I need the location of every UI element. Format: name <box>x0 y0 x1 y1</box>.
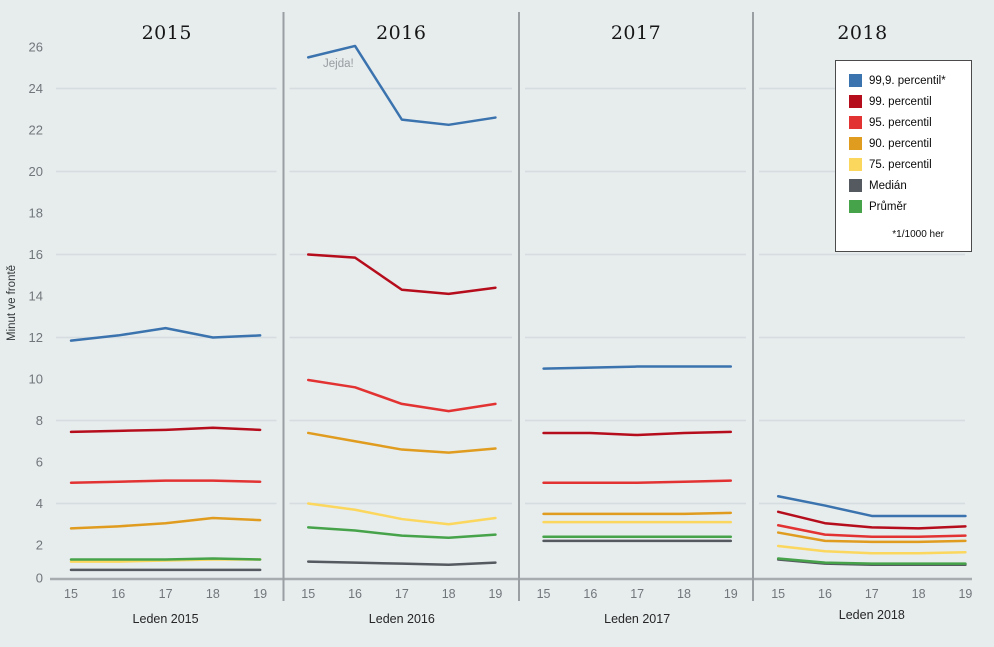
x-tick-label: 19 <box>253 587 267 601</box>
x-tick-label: 18 <box>206 587 220 601</box>
series-line-p999 <box>69 326 262 342</box>
series-line-p95 <box>69 479 262 484</box>
x-tick-label: 19 <box>958 587 972 601</box>
x-tick-label: 16 <box>583 587 597 601</box>
legend-item-p999: 99,9. percentil* <box>836 70 971 91</box>
y-tick-label: 20 <box>29 164 43 179</box>
legend-item-p90: 90. percentil <box>836 133 971 154</box>
panel-title-2017: 2017 <box>610 22 662 44</box>
x-tick-label: 17 <box>159 587 173 601</box>
series-line-p999 <box>542 365 733 370</box>
annotation-jejda: Jejda! <box>323 58 354 70</box>
x-tick-label: 16 <box>348 587 362 601</box>
legend-item-p75: 75. percentil <box>836 154 971 175</box>
series-line-mean <box>306 526 497 539</box>
x-tick-label: 16 <box>818 587 832 601</box>
legend-label: 99. percentil <box>869 95 932 108</box>
y-tick-label: 8 <box>36 413 43 428</box>
series-line-p95 <box>542 479 733 484</box>
series-line-p90 <box>69 516 262 530</box>
y-tick-label: 24 <box>29 81 43 96</box>
legend-label: Medián <box>869 179 907 192</box>
panel-title-2015: 2015 <box>141 22 192 44</box>
series-line-p90 <box>306 431 497 454</box>
series-line-p90 <box>776 531 967 544</box>
series-line-mean <box>776 557 967 565</box>
y-tick-label: 16 <box>29 247 43 262</box>
x-tick-label: 17 <box>865 587 879 601</box>
series-line-p99 <box>542 430 733 437</box>
legend: 99,9. percentil* 99. percentil 95. percent… <box>835 60 972 252</box>
x-axis-caption-2015: Leden 2015 <box>132 612 199 626</box>
series-line-p99 <box>69 426 262 434</box>
x-tick-label: 15 <box>537 587 551 601</box>
x-tick-label: 16 <box>111 587 125 601</box>
x-tick-label: 19 <box>488 587 502 601</box>
y-tick-label: 6 <box>36 455 43 470</box>
x-tick-label: 18 <box>442 587 456 601</box>
series-line-p75 <box>776 544 967 555</box>
x-axis-caption-2017: Leden 2017 <box>604 612 671 626</box>
legend-swatch-p95 <box>849 116 862 129</box>
legend-label: Průměr <box>869 200 907 213</box>
legend-footnote: *1/1000 her <box>892 229 944 240</box>
x-tick-label: 18 <box>677 587 691 601</box>
x-axis-caption-2018: Leden 2018 <box>838 608 905 622</box>
x-tick-label: 15 <box>64 587 78 601</box>
legend-item-mean: Průměr <box>836 196 971 217</box>
series-line-p99 <box>776 510 967 530</box>
y-tick-label: 0 <box>36 571 43 586</box>
y-axis-title: Minut ve frontě <box>6 264 18 341</box>
series-line-p95 <box>776 524 967 538</box>
y-tick-label: 22 <box>29 123 43 138</box>
legend-label: 75. percentil <box>869 158 932 171</box>
panel-title-2016: 2016 <box>376 22 427 44</box>
legend-item-p99: 99. percentil <box>836 91 971 112</box>
legend-item-median: Medián <box>836 175 971 196</box>
series-line-p95 <box>306 378 497 413</box>
legend-swatch-p99 <box>849 95 862 108</box>
x-tick-label: 17 <box>630 587 644 601</box>
legend-items: 99,9. percentil* 99. percentil 95. percent… <box>836 70 971 217</box>
series-line-p999 <box>776 494 967 518</box>
legend-swatch-p90 <box>849 137 862 150</box>
x-tick-label: 19 <box>724 587 738 601</box>
series-line-p999 <box>306 44 497 127</box>
series-line-p90 <box>542 511 733 516</box>
series-line-median <box>306 560 497 566</box>
legend-swatch-mean <box>849 200 862 213</box>
y-tick-label: 12 <box>29 330 43 345</box>
y-tick-label: 18 <box>29 206 43 221</box>
legend-label: 99,9. percentil* <box>869 74 946 87</box>
y-tick-label: 4 <box>36 496 43 511</box>
x-axis-caption-2016: Leden 2016 <box>368 612 435 626</box>
panel-title-2018: 2018 <box>837 22 888 44</box>
series-line-p99 <box>306 253 497 296</box>
x-tick-label: 17 <box>395 587 409 601</box>
y-tick-label: 10 <box>29 372 43 387</box>
legend-label: 95. percentil <box>869 116 932 129</box>
x-tick-label: 15 <box>771 587 785 601</box>
legend-swatch-median <box>849 179 862 192</box>
x-tick-label: 15 <box>301 587 315 601</box>
y-tick-label: 26 <box>29 40 43 55</box>
series-line-p75 <box>306 502 497 526</box>
series-line-mean <box>69 557 262 561</box>
x-tick-label: 18 <box>912 587 926 601</box>
legend-swatch-p75 <box>849 158 862 171</box>
y-tick-label: 2 <box>36 538 43 553</box>
legend-label: 90. percentil <box>869 137 932 150</box>
legend-swatch-p999 <box>849 74 862 87</box>
y-tick-label: 14 <box>29 289 43 304</box>
legend-item-p95: 95. percentil <box>836 112 971 133</box>
